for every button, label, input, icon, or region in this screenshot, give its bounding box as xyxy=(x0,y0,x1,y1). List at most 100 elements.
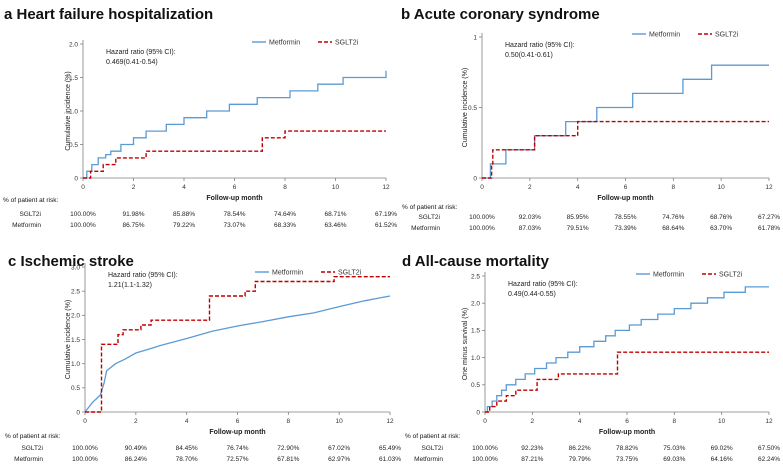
y-axis-label: Cumulative incidence (%) xyxy=(65,300,72,379)
y-tick-label: 0 xyxy=(76,409,80,416)
metformin-series-line xyxy=(83,70,387,179)
risk-value: 63.46% xyxy=(324,222,346,229)
risk-value: 92.03% xyxy=(519,214,541,221)
risk-value: 84.45% xyxy=(176,445,198,452)
risk-value: 72.57% xyxy=(226,456,248,463)
risk-value: 91.98% xyxy=(122,211,144,218)
risk-value: 100.00% xyxy=(469,214,495,221)
risk-row-label: SGLT2i xyxy=(21,445,43,452)
risk-value: 78.82% xyxy=(616,445,638,452)
risk-value: 64.16% xyxy=(711,456,733,463)
x-tick-label: 12 xyxy=(382,184,390,191)
x-tick-label: 12 xyxy=(765,184,773,191)
risk-value: 67.02% xyxy=(328,445,350,452)
legend-label-metformin: Metformin xyxy=(653,272,684,279)
risk-value: 67.27% xyxy=(758,214,780,221)
risk-value: 67.50% xyxy=(758,445,780,452)
y-tick-label: 1.0 xyxy=(471,355,480,362)
risk-value: 76.74% xyxy=(226,445,248,452)
x-tick-label: 6 xyxy=(233,184,237,191)
panel-d: d All-cause mortality 0 0.5 1.0 1.5 2.0 2.5 0 2 4… xyxy=(402,253,780,463)
risk-row-label: Metformin xyxy=(14,456,43,463)
legend: Metformin SGLT2i xyxy=(636,272,743,279)
hazard-ratio-text: 0.50(0.41-0.61) xyxy=(505,52,553,59)
risk-value: 68.64% xyxy=(662,225,684,232)
risk-value: 74.76% xyxy=(662,214,684,221)
panel-title: c Ischemic stroke xyxy=(8,253,134,270)
y-tick-label: 1.5 xyxy=(71,337,80,344)
sglt2i-series-line xyxy=(83,130,386,179)
risk-value: 87.03% xyxy=(519,225,541,232)
legend-label-sglt2i: SGLT2i xyxy=(335,40,359,47)
risk-value: 92.23% xyxy=(521,445,543,452)
risk-value: 65.49% xyxy=(379,445,401,452)
risk-value: 68.33% xyxy=(274,222,296,229)
y-tick-label: 0 xyxy=(476,409,480,416)
risk-value: 69.02% xyxy=(711,445,733,452)
risk-row-label: Metformin xyxy=(12,222,41,229)
risk-row-label: SGLT2i xyxy=(421,445,443,452)
risk-value: 79.22% xyxy=(173,222,195,229)
x-tick-label: 10 xyxy=(718,418,726,425)
y-axis-label: Cumulative incidence (%) xyxy=(462,68,469,147)
risk-value: 100.00% xyxy=(472,445,498,452)
x-tick-label: 10 xyxy=(332,184,340,191)
y-tick-label: 1.5 xyxy=(69,75,78,82)
legend-label-sglt2i: SGLT2i xyxy=(715,32,739,39)
legend: Metformin SGLT2i xyxy=(632,32,739,39)
risk-value: 68.71% xyxy=(324,211,346,218)
risk-value: 100.00% xyxy=(70,211,96,218)
sglt2i-series-line xyxy=(485,351,769,413)
risk-value: 86.24% xyxy=(125,456,147,463)
risk-value: 61.52% xyxy=(375,222,397,229)
hazard-ratio-text: 1.21(1.1-1.32) xyxy=(108,282,152,289)
risk-table-header: % of patient at risk: xyxy=(5,433,60,440)
y-tick-label: 2.5 xyxy=(471,273,480,280)
x-tick-label: 6 xyxy=(625,418,629,425)
legend-label-sglt2i: SGLT2i xyxy=(719,272,743,279)
y-tick-label: 0.5 xyxy=(471,382,480,389)
risk-value: 68.76% xyxy=(710,214,732,221)
legend: Metformin SGLT2i xyxy=(255,270,362,277)
risk-value: 87.21% xyxy=(521,456,543,463)
x-tick-label: 10 xyxy=(336,418,344,425)
risk-value: 85.95% xyxy=(567,214,589,221)
panel-title: d All-cause mortality xyxy=(402,253,550,270)
risk-table-header: % of patient at risk: xyxy=(3,197,58,204)
x-axis-label: Follow-up month xyxy=(206,195,262,202)
x-axis-label: Follow-up month xyxy=(209,429,265,436)
hazard-ratio-text: 0.49(0.44-0.55) xyxy=(508,291,556,298)
risk-value: 100.00% xyxy=(472,456,498,463)
legend-label-metformin: Metformin xyxy=(272,270,303,277)
risk-row-label: SGLT2i xyxy=(418,214,440,221)
x-tick-label: 0 xyxy=(480,184,484,191)
hazard-ratio-text: Hazard ratio (95% CI): xyxy=(108,272,178,279)
x-tick-label: 2 xyxy=(132,184,136,191)
y-tick-label: 0.5 xyxy=(69,142,78,149)
panel-title: b Acute coronary syndrome xyxy=(401,6,600,23)
x-tick-label: 6 xyxy=(236,418,240,425)
metformin-series-line xyxy=(84,295,391,413)
risk-value: 86.75% xyxy=(122,222,144,229)
risk-value: 79.79% xyxy=(569,456,591,463)
x-tick-label: 0 xyxy=(83,418,87,425)
x-tick-label: 8 xyxy=(287,418,291,425)
x-tick-label: 0 xyxy=(483,418,487,425)
legend: Metformin SGLT2i xyxy=(252,40,359,47)
y-axis-label: Cumulative incidence (%) xyxy=(65,71,72,150)
panel-a: a Heart failure hospitalization 0 0.5 1.0 1.… xyxy=(3,6,397,229)
x-tick-label: 8 xyxy=(672,184,676,191)
y-tick-label: 2.5 xyxy=(71,288,80,295)
x-tick-label: 2 xyxy=(528,184,532,191)
hazard-ratio-text: 0.469(0.41-0.54) xyxy=(106,59,158,66)
risk-value: 61.78% xyxy=(758,225,780,232)
risk-value: 79.51% xyxy=(567,225,589,232)
y-tick-label: 0.5 xyxy=(71,385,80,392)
legend-label-metformin: Metformin xyxy=(269,40,300,47)
y-tick-label: 0.5 xyxy=(468,105,477,112)
x-axis-label: Follow-up month xyxy=(599,429,655,436)
x-tick-label: 10 xyxy=(718,184,726,191)
risk-value: 73.07% xyxy=(223,222,245,229)
risk-value: 63.70% xyxy=(710,225,732,232)
